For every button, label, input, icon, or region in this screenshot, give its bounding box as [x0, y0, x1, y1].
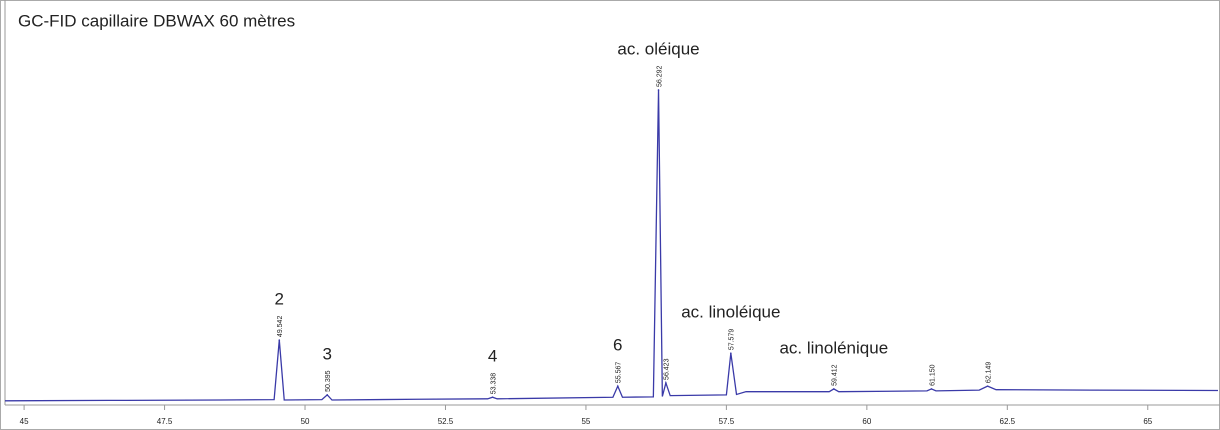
peak-rt-label: 49.542 [277, 316, 284, 338]
x-tick-label: 57.5 [719, 417, 735, 426]
x-tick-label: 60 [862, 417, 871, 426]
peak-rt-label: 56.423 [664, 358, 671, 380]
peak-rt-label: 61.150 [929, 364, 936, 386]
peak-rt-label: 59.412 [832, 364, 839, 386]
peak-apex [326, 394, 329, 396]
peak-apex [616, 385, 619, 387]
peak-name: 3 [322, 344, 331, 363]
peak-name: 6 [613, 336, 622, 355]
peak-apex [657, 89, 660, 91]
peak-apex [986, 385, 989, 387]
x-tick-label: 45 [20, 417, 29, 426]
peak-name: ac. oléique [617, 39, 699, 58]
peak-rt-label: 50.395 [325, 370, 332, 392]
peak-apex [665, 382, 667, 384]
peak-rt-label: 56.292 [656, 65, 663, 87]
x-tick-label: 47.5 [157, 417, 173, 426]
trace [4, 89, 1219, 402]
peak-apex [278, 339, 281, 341]
x-tick-label: 55 [581, 417, 590, 426]
peak-apex [930, 388, 933, 390]
x-tick-label: 52.5 [438, 417, 454, 426]
peak-rt-label: 55.567 [616, 362, 623, 384]
peak-name: ac. linoléique [681, 303, 780, 322]
peak-rt-label: 62.149 [985, 362, 992, 384]
peak-rt-label: 53.338 [490, 373, 497, 395]
x-tick-label: 65 [1143, 417, 1152, 426]
peak-apex [730, 352, 732, 354]
peak-name: 4 [488, 347, 497, 366]
chart-title: GC-FID capillaire DBWAX 60 mètres [18, 11, 295, 30]
peak-apex [491, 396, 494, 399]
x-tick-label: 62.5 [1000, 417, 1016, 426]
peak-name: 2 [275, 290, 284, 309]
peak-apex [833, 388, 835, 390]
peak-name: ac. linolénique [779, 338, 888, 357]
x-tick-label: 50 [301, 417, 310, 426]
peak-rt-label: 57.579 [729, 329, 736, 351]
